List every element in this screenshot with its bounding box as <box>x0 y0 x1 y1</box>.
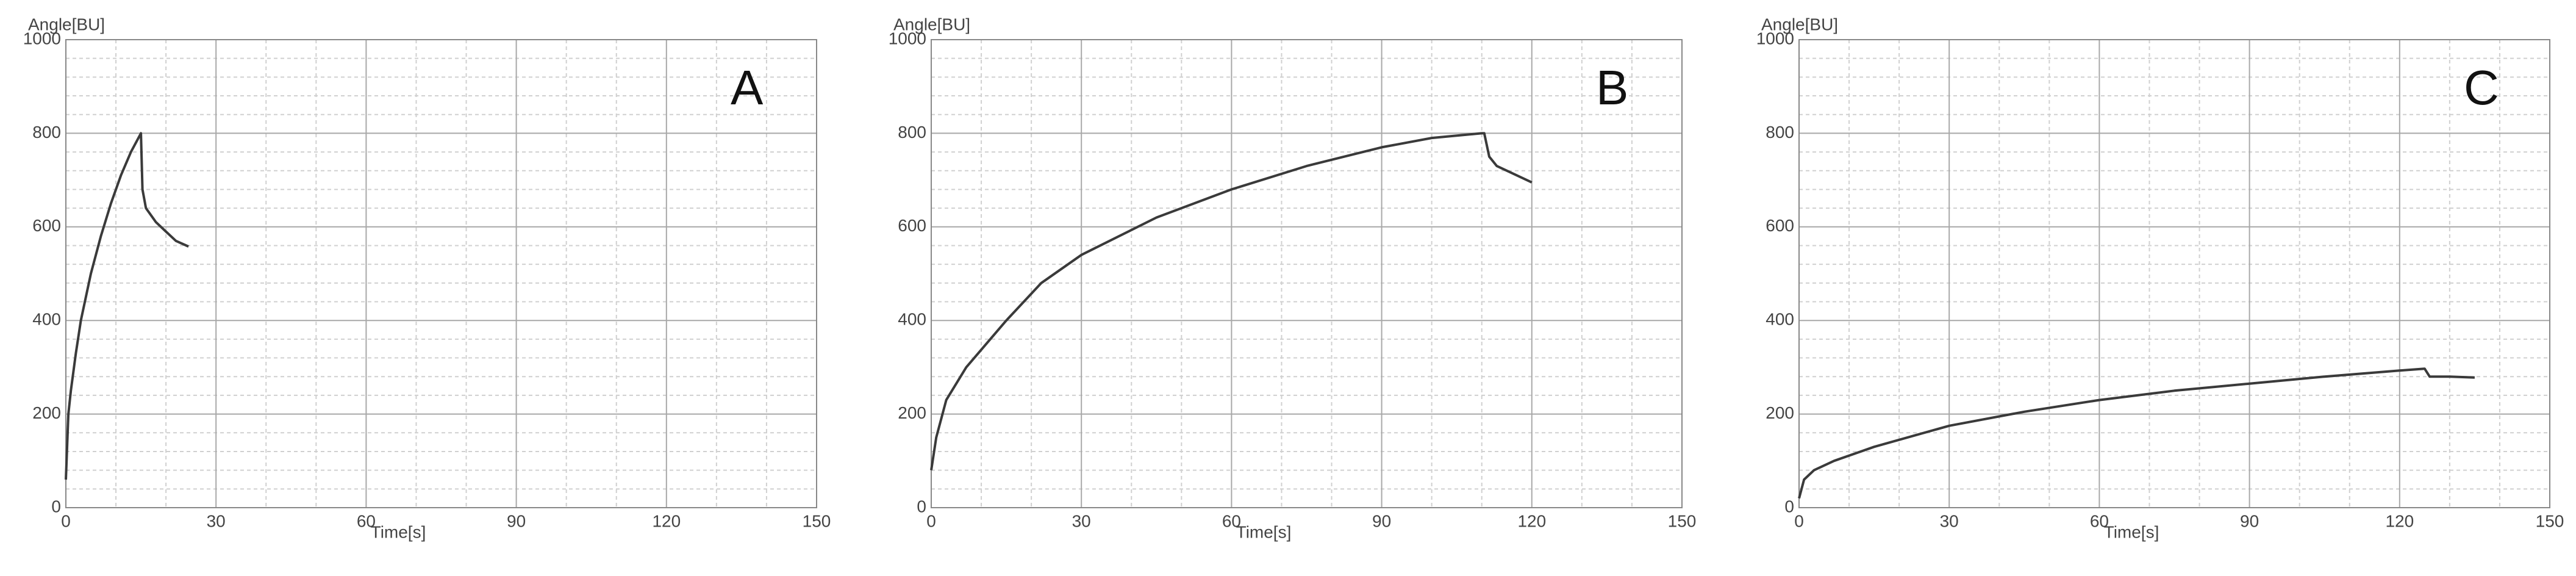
x-tick-label: 30 <box>207 511 226 530</box>
x-tick-label: 60 <box>1222 511 1241 530</box>
x-tick-label: 30 <box>1940 511 1959 530</box>
y-tick-label: 600 <box>1766 216 1794 235</box>
y-axis-label: Angle[BU] <box>893 15 970 34</box>
x-tick-label: 90 <box>2240 511 2259 530</box>
y-tick-label: 1000 <box>23 29 61 48</box>
x-axis-label: Time[s] <box>2104 522 2159 541</box>
x-tick-label: 150 <box>2536 511 2564 530</box>
y-tick-label: 600 <box>898 216 926 235</box>
x-tick-label: 150 <box>803 511 831 530</box>
y-axis-label: Angle[BU] <box>1761 15 1838 34</box>
y-tick-label: 200 <box>32 403 61 422</box>
data-line <box>930 132 1533 470</box>
y-tick-label: 0 <box>51 497 61 516</box>
y-tick-label: 800 <box>32 123 61 142</box>
y-tick-label: 1000 <box>1756 29 1794 48</box>
y-tick-label: 1000 <box>889 29 926 48</box>
panel-label: A <box>731 60 764 115</box>
x-tick-label: 60 <box>2090 511 2109 530</box>
y-tick-label: 0 <box>917 497 926 516</box>
y-tick-label: 400 <box>32 310 61 329</box>
plot-frame <box>1798 39 2550 508</box>
plot-frame <box>931 39 1683 508</box>
x-tick-label: 150 <box>1668 511 1697 530</box>
x-tick-label: 60 <box>357 511 376 530</box>
y-tick-label: 600 <box>32 216 61 235</box>
y-tick-label: 400 <box>898 310 926 329</box>
y-tick-label: 800 <box>1766 123 1794 142</box>
x-tick-label: 90 <box>1372 511 1391 530</box>
x-tick-label: 0 <box>1794 511 1804 530</box>
y-tick-label: 400 <box>1766 310 1794 329</box>
x-tick-label: 120 <box>652 511 681 530</box>
y-axis-label: Angle[BU] <box>28 15 105 34</box>
y-tick-label: 200 <box>1766 403 1794 422</box>
data-line <box>65 132 189 480</box>
x-tick-label: 120 <box>1517 511 1546 530</box>
panel-label: C <box>2464 60 2499 115</box>
panel-label: B <box>1596 60 1628 115</box>
x-tick-label: 120 <box>2385 511 2414 530</box>
x-tick-label: 0 <box>61 511 71 530</box>
y-tick-label: 0 <box>1784 497 1794 516</box>
x-tick-label: 0 <box>926 511 936 530</box>
x-axis-label: Time[s] <box>371 522 426 541</box>
x-tick-label: 90 <box>507 511 526 530</box>
y-tick-label: 200 <box>898 403 926 422</box>
x-tick-label: 30 <box>1072 511 1091 530</box>
y-tick-label: 800 <box>898 123 926 142</box>
x-axis-label: Time[s] <box>1236 522 1292 541</box>
plot-frame <box>65 39 817 508</box>
data-line <box>1798 367 2475 499</box>
